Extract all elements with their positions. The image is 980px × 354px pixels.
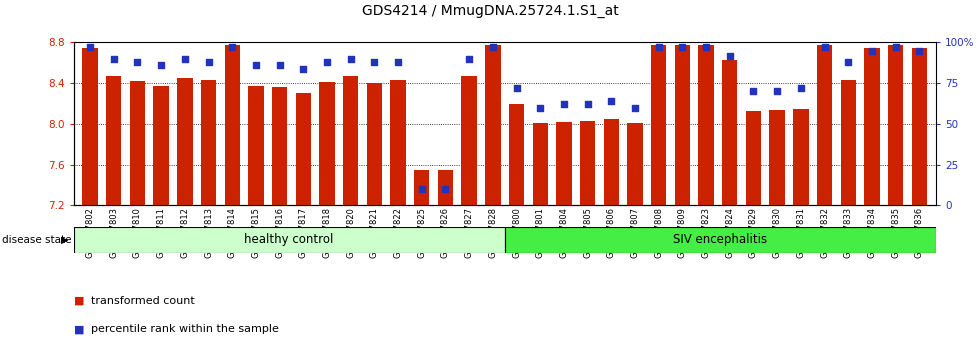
Bar bbox=[462, 76, 477, 205]
Point bbox=[248, 62, 264, 68]
Bar bbox=[699, 45, 713, 205]
Bar bbox=[248, 86, 264, 205]
Point bbox=[129, 59, 145, 65]
Point bbox=[271, 62, 287, 68]
Bar bbox=[769, 110, 785, 205]
Point bbox=[722, 53, 738, 58]
Bar bbox=[817, 45, 832, 205]
Point bbox=[888, 45, 904, 50]
Text: disease state: disease state bbox=[2, 235, 72, 245]
Bar bbox=[154, 86, 169, 205]
Text: ■: ■ bbox=[74, 296, 84, 306]
Bar bbox=[82, 47, 98, 205]
Bar bbox=[604, 119, 619, 205]
Bar bbox=[505, 227, 936, 253]
Text: SIV encephalitis: SIV encephalitis bbox=[673, 233, 767, 246]
Point bbox=[390, 59, 406, 65]
Point bbox=[106, 56, 122, 62]
Bar bbox=[367, 83, 382, 205]
Bar bbox=[319, 82, 335, 205]
Bar bbox=[415, 170, 429, 205]
Bar bbox=[224, 45, 240, 205]
Bar bbox=[390, 80, 406, 205]
Point bbox=[793, 85, 808, 91]
Bar bbox=[627, 123, 643, 205]
Point bbox=[201, 59, 217, 65]
Point bbox=[698, 45, 713, 50]
Point bbox=[864, 48, 880, 53]
Bar bbox=[674, 45, 690, 205]
Point bbox=[485, 45, 501, 50]
Point bbox=[82, 45, 98, 50]
Point bbox=[769, 88, 785, 94]
Point bbox=[367, 59, 382, 65]
Point bbox=[438, 186, 454, 192]
Bar bbox=[746, 111, 761, 205]
Point bbox=[343, 56, 359, 62]
Text: transformed count: transformed count bbox=[91, 296, 195, 306]
Bar bbox=[651, 45, 666, 205]
Point bbox=[153, 62, 169, 68]
Point bbox=[224, 45, 240, 50]
Text: healthy control: healthy control bbox=[244, 233, 334, 246]
Point bbox=[674, 45, 690, 50]
Point bbox=[841, 59, 857, 65]
Bar bbox=[793, 109, 808, 205]
Bar bbox=[271, 87, 287, 205]
Bar bbox=[722, 60, 738, 205]
Point bbox=[414, 186, 429, 192]
Point bbox=[911, 48, 927, 53]
Bar bbox=[580, 121, 595, 205]
Point bbox=[556, 102, 571, 107]
Bar bbox=[201, 80, 217, 205]
Text: ▶: ▶ bbox=[61, 235, 69, 245]
Bar bbox=[296, 93, 311, 205]
Bar bbox=[509, 104, 524, 205]
Point bbox=[462, 56, 477, 62]
Bar bbox=[177, 78, 192, 205]
Point bbox=[319, 59, 335, 65]
Bar bbox=[106, 76, 122, 205]
Bar bbox=[343, 76, 359, 205]
Bar bbox=[841, 80, 856, 205]
Bar bbox=[532, 123, 548, 205]
Bar bbox=[129, 81, 145, 205]
Text: GDS4214 / MmugDNA.25724.1.S1_at: GDS4214 / MmugDNA.25724.1.S1_at bbox=[362, 4, 618, 18]
Point bbox=[746, 88, 761, 94]
Point bbox=[580, 102, 596, 107]
Point bbox=[296, 66, 312, 72]
Point bbox=[509, 85, 524, 91]
Bar bbox=[888, 45, 904, 205]
Point bbox=[816, 45, 832, 50]
Bar bbox=[485, 45, 501, 205]
Text: ■: ■ bbox=[74, 324, 84, 334]
Point bbox=[532, 105, 548, 110]
Point bbox=[604, 98, 619, 104]
Bar bbox=[557, 122, 571, 205]
Text: percentile rank within the sample: percentile rank within the sample bbox=[91, 324, 279, 334]
Point bbox=[177, 56, 193, 62]
Point bbox=[627, 105, 643, 110]
Point bbox=[651, 45, 666, 50]
Bar bbox=[864, 47, 880, 205]
Bar bbox=[911, 47, 927, 205]
Bar bbox=[438, 170, 453, 205]
Bar bbox=[74, 227, 505, 253]
